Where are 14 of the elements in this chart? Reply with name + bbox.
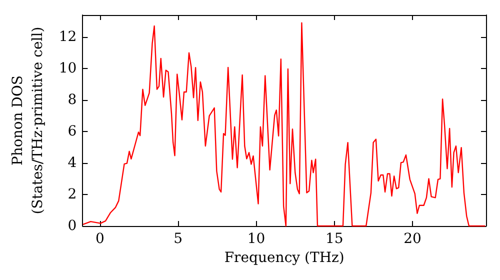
- y-tick-label: 10: [58, 60, 77, 77]
- x-axis-title: Frequency (THz): [224, 250, 344, 266]
- y-tick-label: 2: [68, 186, 77, 203]
- y-axis-title: Phonon DOS (States/THz·primitive cell): [10, 26, 46, 214]
- x-tick-label: 10: [247, 231, 266, 247]
- y-tick-label: 0: [68, 218, 77, 234]
- y-tick-label: 8: [68, 92, 77, 108]
- x-tick-label: 0: [95, 231, 104, 247]
- y-tick-label: 6: [68, 124, 77, 140]
- x-tick-label: 5: [174, 231, 183, 247]
- y-tick-label: 12: [58, 29, 77, 46]
- y-tick-label: 4: [68, 155, 77, 172]
- x-tick-label: 15: [325, 231, 344, 247]
- x-tick-label: 20: [404, 231, 422, 247]
